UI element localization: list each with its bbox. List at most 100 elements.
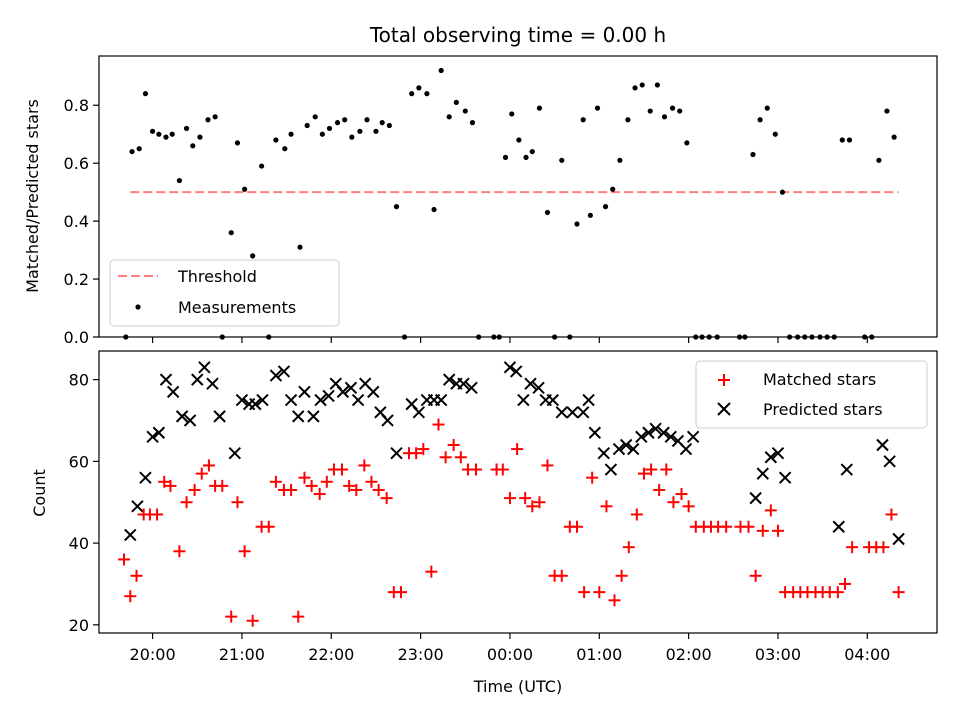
measurement-point <box>319 131 325 137</box>
measurement-point <box>364 117 370 123</box>
matched-star-point <box>188 483 201 496</box>
predicted-star-point <box>597 446 610 460</box>
matched-star-point <box>831 586 844 599</box>
measurement-point <box>764 105 770 111</box>
measurement-point <box>142 91 149 97</box>
ratio-ytick-label: 0.4 <box>64 212 89 231</box>
predicted-star-point <box>336 385 350 399</box>
count-xtick-label: 04:00 <box>844 645 890 664</box>
predicted-star-point <box>344 381 358 394</box>
count-xtick-label: 01:00 <box>576 645 622 664</box>
measurement-point <box>677 108 683 114</box>
measurement-point <box>250 253 256 259</box>
measurement-point <box>523 154 529 160</box>
count-yticks: 20 40 60 80 <box>69 371 99 635</box>
predicted-star-point <box>277 365 291 378</box>
predicted-star-point <box>457 377 470 390</box>
measurement-point <box>342 117 348 123</box>
predicted-star-point <box>175 410 189 423</box>
predicted-star-point <box>256 393 269 407</box>
predicted-star-point <box>206 377 219 390</box>
matched-star-points <box>118 418 905 627</box>
measurement-point <box>176 177 183 184</box>
measurement-point <box>529 148 535 155</box>
measurement-point <box>163 134 169 140</box>
measurement-points <box>123 67 897 340</box>
measurement-point <box>453 99 459 105</box>
matched-star-point <box>622 541 635 554</box>
predicted-star-point <box>756 467 769 480</box>
measurement-point <box>242 186 248 192</box>
predicted-star-point <box>124 528 137 542</box>
count-legend: Matched stars Predicted stars <box>695 360 928 429</box>
predicted-star-point <box>412 406 426 419</box>
matched-star-point <box>637 467 650 480</box>
matched-star-point <box>305 479 318 492</box>
measurement-point <box>334 120 341 126</box>
matched-star-point <box>262 520 275 533</box>
predicted-star-point <box>657 426 670 439</box>
measurement-point <box>602 204 609 210</box>
predicted-star-point <box>555 406 568 419</box>
count-ylabel: Count <box>30 469 49 517</box>
predicted-star-point <box>582 393 595 407</box>
predicted-star-point <box>612 442 626 456</box>
measurement-point <box>297 244 303 250</box>
measurement-point <box>129 148 135 155</box>
count-xticks: 20:00 21:00 22:00 23:00 00:00 01:00 02:00 03:00… <box>130 633 890 664</box>
matched-star-point <box>682 500 695 513</box>
measurements-legend-label: Measurements <box>178 298 296 317</box>
matched-star-point <box>653 483 666 496</box>
matched-star-point <box>358 459 371 472</box>
predicted-star-point <box>883 455 896 468</box>
measurement-point <box>282 146 288 152</box>
matched-star-point <box>511 443 524 456</box>
matched-star-point <box>645 463 658 476</box>
predicted-star-point <box>146 430 159 444</box>
predicted-star-point <box>228 446 242 460</box>
predicted-star-point <box>840 463 853 476</box>
measurement-point <box>409 91 415 97</box>
predicted-star-point <box>664 430 677 444</box>
predicted-star-point <box>679 442 693 456</box>
measurement-point <box>349 134 355 140</box>
measurement-point <box>205 117 211 123</box>
matched-star-point <box>425 565 438 578</box>
measurement-point <box>750 151 756 158</box>
measurement-point <box>169 131 175 137</box>
measurement-point <box>846 137 853 143</box>
measurement-point <box>632 85 638 91</box>
matched-star-point <box>593 586 606 599</box>
measurement-point <box>757 117 763 123</box>
count-xtick-label: 02:00 <box>666 645 712 664</box>
matched-legend-label: Matched stars <box>763 370 876 389</box>
matched-star-point <box>742 520 755 533</box>
matched-star-point <box>195 467 208 480</box>
predicted-star-point <box>524 377 537 390</box>
matched-star-point <box>586 471 599 484</box>
measurement-point <box>639 82 645 88</box>
measurement-point <box>772 131 778 137</box>
measurement-point <box>304 122 310 129</box>
predicted-star-point <box>284 393 298 407</box>
predicted-star-point <box>159 373 173 386</box>
threshold-legend-label: Threshold <box>177 267 257 286</box>
predicted-legend-label: Predicted stars <box>763 400 883 419</box>
measurement-point <box>212 114 218 120</box>
matched-star-point <box>343 479 356 492</box>
predicted-star-point <box>367 385 380 399</box>
measurement-point <box>393 204 400 210</box>
predicted-star-point <box>465 381 478 394</box>
matched-star-point <box>749 569 762 582</box>
matched-star-point <box>608 594 621 607</box>
matched-star-point <box>158 475 171 488</box>
ratio-legend-box <box>109 259 340 327</box>
matched-star-point <box>246 614 259 627</box>
predicted-star-point <box>577 406 590 419</box>
matched-star-point <box>410 447 423 460</box>
predicted-star-point <box>183 414 197 427</box>
measurement-point <box>386 122 392 129</box>
predicted-star-point <box>381 414 394 427</box>
ratio-legend: Threshold Measurements <box>109 259 340 327</box>
measurement-point <box>891 134 897 140</box>
